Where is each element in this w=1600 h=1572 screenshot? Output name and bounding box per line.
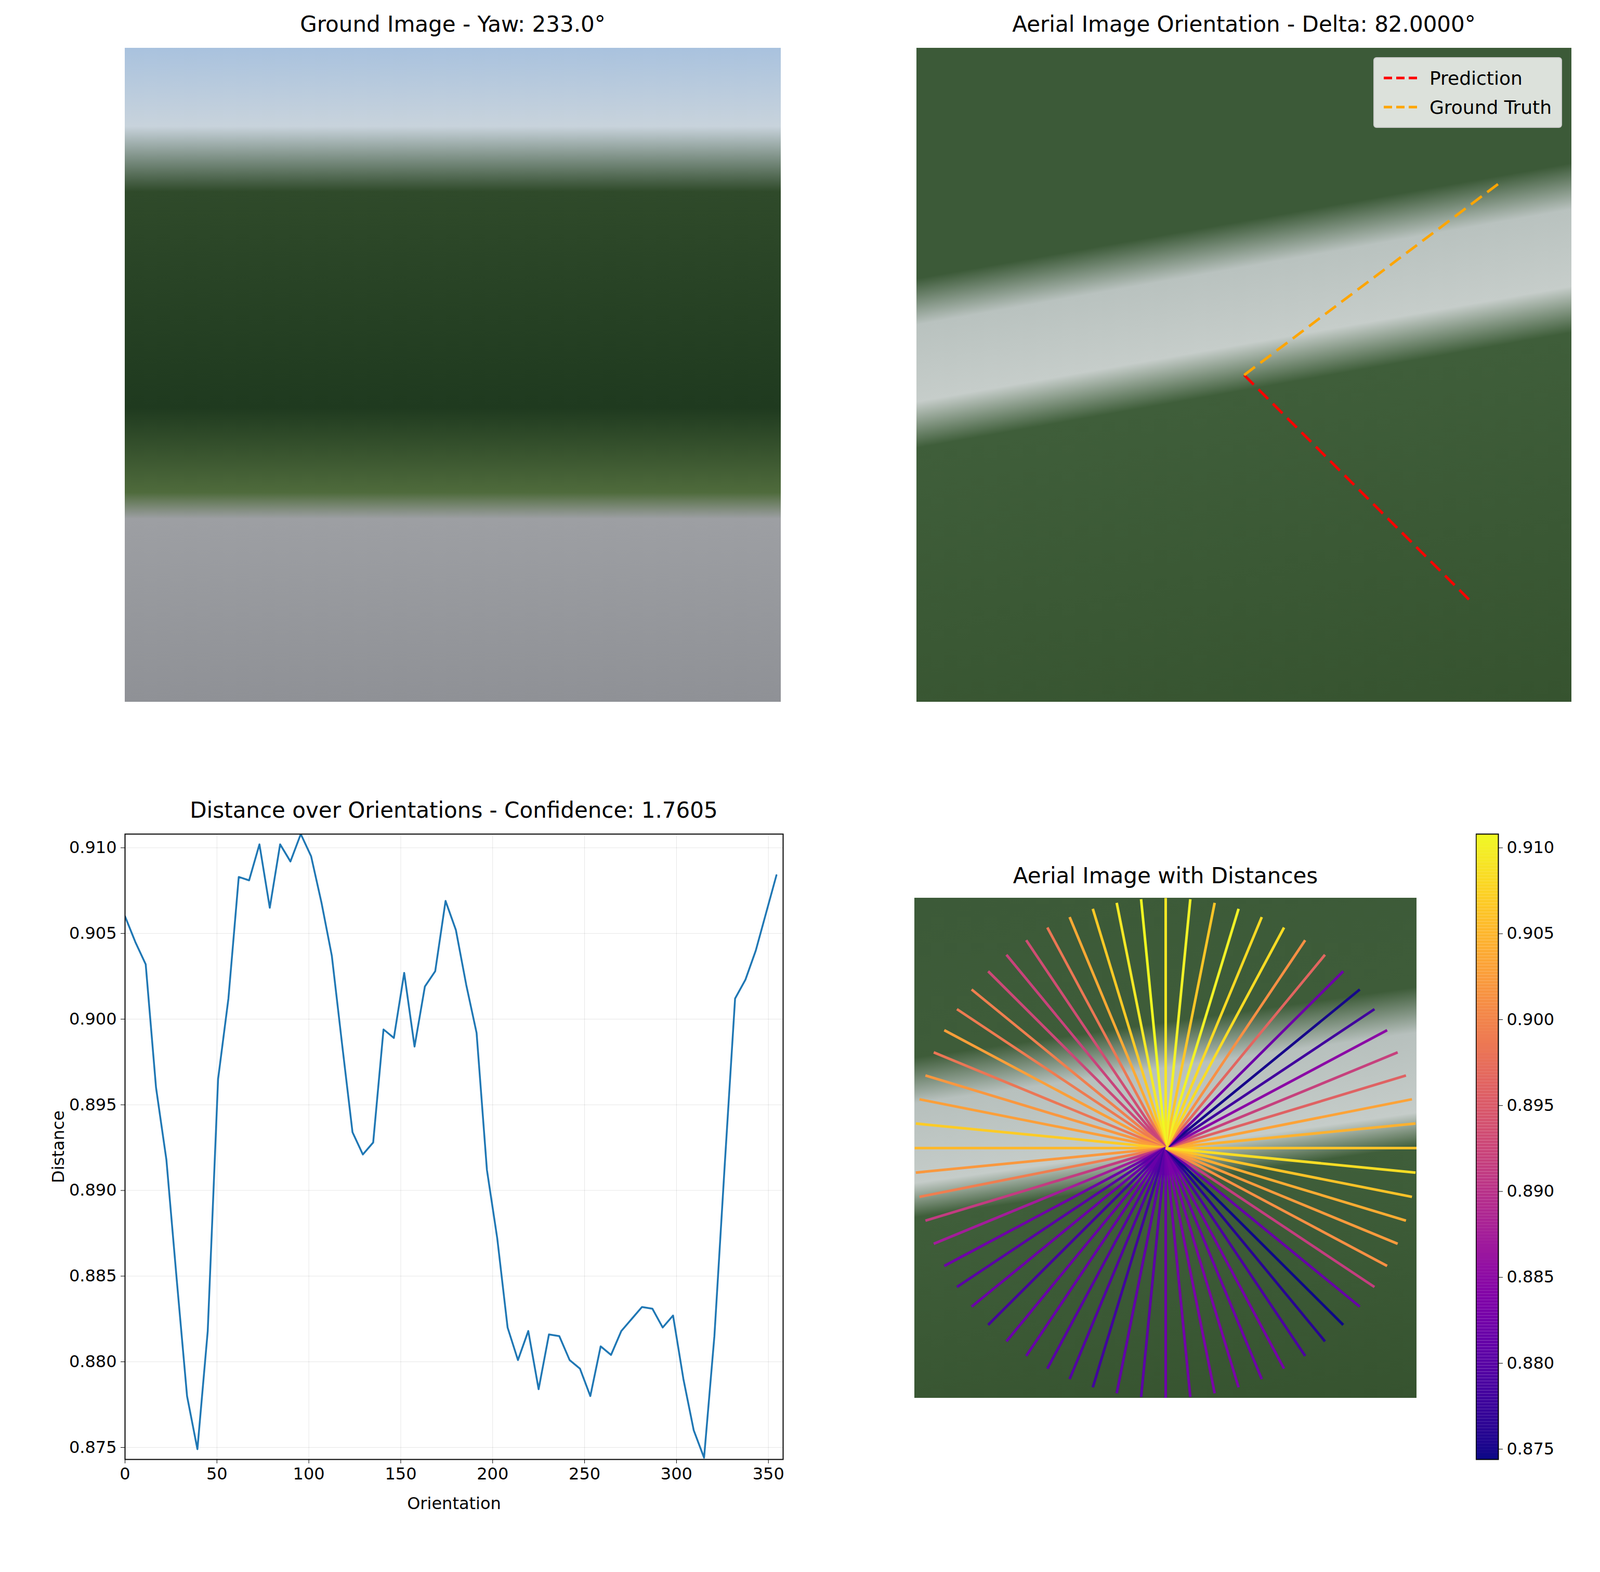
- svg-text:100: 100: [293, 1463, 325, 1484]
- html-text:Ground Image - Yaw: 233.0°: Ground Image - Yaw: 233.0°: [300, 11, 606, 37]
- svg-text:0.875: 0.875: [69, 1437, 117, 1458]
- svg-text:0.905: 0.905: [1506, 923, 1555, 943]
- svg-text:0.905: 0.905: [69, 923, 117, 943]
- svg-text:0.895: 0.895: [1506, 1095, 1555, 1116]
- svg-text:0.885: 0.885: [1506, 1266, 1555, 1287]
- svg-text:0.890: 0.890: [69, 1179, 117, 1200]
- svg-text:0.875: 0.875: [1506, 1438, 1555, 1459]
- svg-text:150: 150: [384, 1463, 417, 1484]
- html-text:Ground Truth: Ground Truth: [1429, 96, 1552, 118]
- html-text:Aerial Image with Distances: Aerial Image with Distances: [1013, 862, 1318, 889]
- svg-text:0.910: 0.910: [1506, 837, 1555, 858]
- html-text:Aerial Image Orientation - Del: Aerial Image Orientation - Delta: 82.000…: [1012, 11, 1476, 37]
- svg-text:50: 50: [206, 1463, 228, 1484]
- svg-text:Distance: Distance: [48, 1110, 69, 1184]
- html-text:Prediction: Prediction: [1429, 67, 1523, 89]
- svg-text:0.900: 0.900: [1506, 1009, 1555, 1030]
- svg-text:0.880: 0.880: [69, 1351, 117, 1372]
- svg-text:0.900: 0.900: [69, 1008, 117, 1029]
- svg-text:0.885: 0.885: [69, 1265, 117, 1286]
- svg-text:0.890: 0.890: [1506, 1181, 1555, 1201]
- svg-text:Orientation: Orientation: [407, 1493, 502, 1514]
- html-text:Distance over Orientations - C: Distance over Orientations - Confidence:…: [189, 797, 718, 823]
- svg-text:0.880: 0.880: [1506, 1353, 1555, 1373]
- svg-text:250: 250: [568, 1463, 601, 1484]
- svg-text:0.910: 0.910: [69, 837, 117, 858]
- svg-text:300: 300: [660, 1463, 693, 1484]
- svg-text:0.895: 0.895: [69, 1094, 117, 1114]
- svg-text:350: 350: [752, 1463, 785, 1484]
- svg-text:200: 200: [476, 1463, 509, 1484]
- svg-text:0: 0: [119, 1463, 130, 1484]
